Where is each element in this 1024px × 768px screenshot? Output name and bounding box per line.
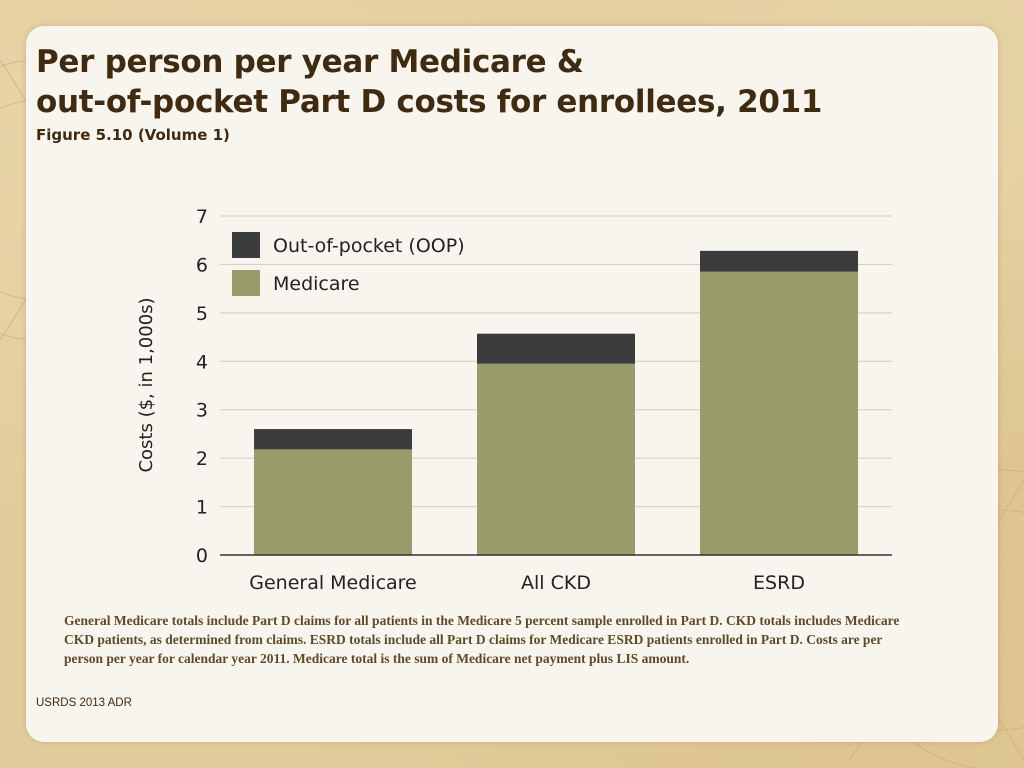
x-tick-label: All CKD [521,572,591,594]
x-tick-label: General Medicare [249,572,417,594]
bar-medicare-esrd [700,271,858,555]
y-axis-ticks: 0 1 2 3 4 5 6 7 [196,206,208,567]
figure-subtitle: Figure 5.10 (Volume 1) [36,126,230,144]
y-tick-label: 1 [196,497,208,519]
title-line-1: Per person per year Medicare & [36,44,584,80]
x-tick-label: ESRD [753,572,805,594]
y-tick-label: 7 [196,206,208,228]
y-tick-label: 4 [196,351,208,373]
title-line-2: out-of-pocket Part D costs for enrollees… [36,84,823,120]
y-tick-label: 6 [196,254,208,276]
legend-swatch [232,232,260,258]
y-tick-label: 2 [196,448,208,470]
legend: Out-of-pocket (OOP) Medicare [232,232,465,296]
bar-oop-all-ckd [477,333,635,364]
footer-source: USRDS 2013 ADR [36,697,132,709]
y-tick-label: 5 [196,303,208,325]
bar-oop-esrd [700,250,858,272]
legend-swatch [232,270,260,296]
bars [254,250,858,555]
bar-medicare-all-ckd [477,363,635,555]
y-tick-label: 3 [196,400,208,422]
bar-oop-general-medicare [254,429,412,450]
y-tick-label: 0 [196,545,208,567]
x-axis-labels: General Medicare All CKD ESRD [249,572,805,594]
page-title: Per person per year Medicare & out-of-po… [36,42,823,122]
legend-label: Medicare [273,273,360,295]
y-axis-title: Costs ($, in 1,000s) [136,297,157,472]
figure-caption: General Medicare totals include Part D c… [64,613,900,666]
legend-label: Out-of-pocket (OOP) [273,235,465,257]
stacked-bar-chart: 0 1 2 3 4 5 6 7 General Medicare All CKD ESRD Cos… [136,206,892,594]
bar-medicare-general-medicare [254,449,412,555]
